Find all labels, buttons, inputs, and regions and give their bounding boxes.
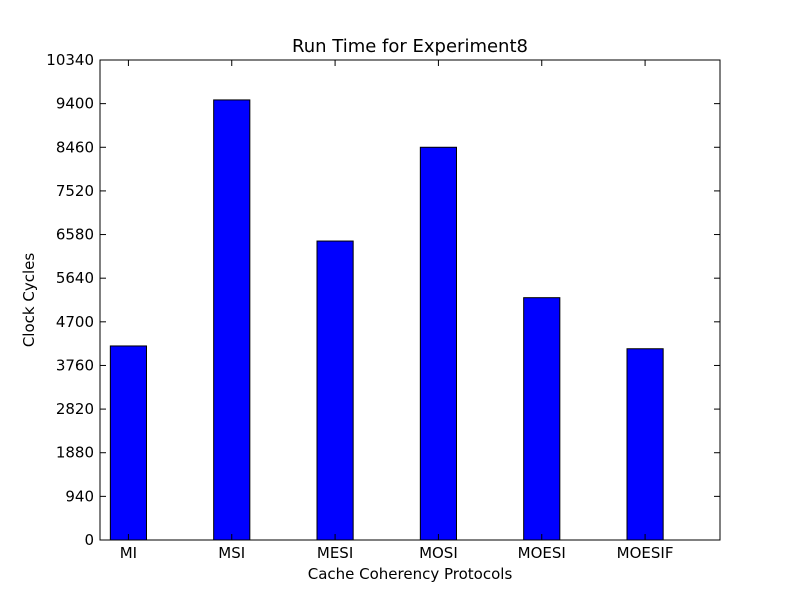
y-axis-label: Clock Cycles: [20, 253, 38, 348]
y-tick-label: 10340: [46, 51, 94, 69]
y-tick-label: 0: [84, 531, 94, 549]
x-tick-label-mosi: MOSI: [419, 544, 458, 562]
y-tick-label: 4700: [56, 313, 94, 331]
x-tick-label-msi: MSI: [218, 544, 245, 562]
y-tick-label: 3760: [56, 356, 94, 374]
bar-msi: [213, 99, 251, 541]
bar-moesi: [523, 297, 561, 541]
bar-mi: [109, 345, 148, 541]
y-tick-label: 8460: [56, 138, 94, 156]
y-tick-label: 6580: [56, 226, 94, 244]
x-tick-label-mi: MI: [120, 544, 137, 562]
x-tick-label-moesi: MOESI: [518, 544, 566, 562]
bars-group: [109, 99, 664, 541]
bar-mosi: [419, 146, 458, 541]
y-tick-label: 1880: [56, 444, 94, 462]
chart-title: Run Time for Experiment8: [292, 36, 528, 57]
bar-moesif: [626, 348, 664, 541]
y-tick-label: 7520: [56, 182, 94, 200]
plot-area-frame: [99, 59, 721, 541]
y-axis-ticks: 0 940 1880 2820 3760 4700 5640 6580 7520 8460 9400…: [46, 51, 720, 549]
y-tick-label: 2820: [56, 400, 94, 418]
y-tick-label: 9400: [56, 95, 94, 113]
x-axis-label: Cache Coherency Protocols: [308, 565, 513, 583]
x-tick-label-moesif: MOESIF: [617, 544, 674, 562]
y-tick-label: 940: [65, 487, 94, 505]
x-axis-ticks: MI MSI MESI MOSI MOESI MOESIF: [120, 60, 674, 562]
y-tick-label: 5640: [56, 269, 94, 287]
x-tick-label-mesi: MESI: [317, 544, 353, 562]
bar-mesi: [316, 240, 354, 541]
